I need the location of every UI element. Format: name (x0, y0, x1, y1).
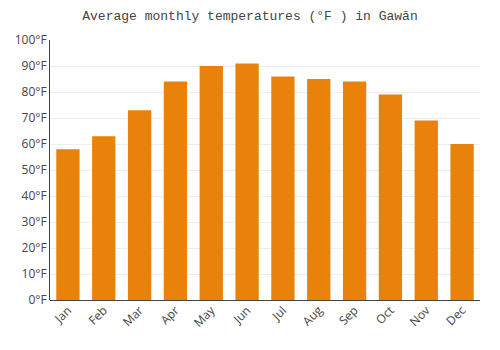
svg-text:Oct: Oct (372, 302, 398, 328)
svg-text:80°F: 80°F (22, 83, 47, 100)
svg-text:Sep: Sep (335, 302, 362, 329)
svg-text:Nov: Nov (406, 302, 434, 330)
svg-text:Average monthly temperatures (: Average monthly temperatures (°F ) in Ga… (82, 9, 417, 24)
svg-text:70°F: 70°F (22, 109, 47, 126)
svg-text:10°F: 10°F (22, 265, 47, 282)
svg-text:40°F: 40°F (22, 187, 47, 204)
svg-text:Jul: Jul (268, 302, 290, 324)
svg-text:90°F: 90°F (22, 57, 47, 74)
svg-text:Jun: Jun (229, 302, 254, 327)
svg-text:100°F: 100°F (15, 31, 47, 48)
svg-text:Jan: Jan (50, 302, 75, 327)
svg-text:Mar: Mar (119, 302, 147, 330)
svg-text:0°F: 0°F (28, 291, 46, 308)
svg-text:Apr: Apr (156, 302, 182, 328)
svg-text:Feb: Feb (84, 302, 110, 328)
svg-text:Dec: Dec (442, 302, 469, 329)
svg-text:20°F: 20°F (22, 239, 47, 256)
svg-text:50°F: 50°F (22, 161, 47, 178)
svg-text:30°F: 30°F (22, 213, 47, 230)
svg-text:Aug: Aug (299, 302, 327, 330)
svg-text:May: May (190, 301, 219, 330)
svg-text:60°F: 60°F (22, 135, 47, 152)
